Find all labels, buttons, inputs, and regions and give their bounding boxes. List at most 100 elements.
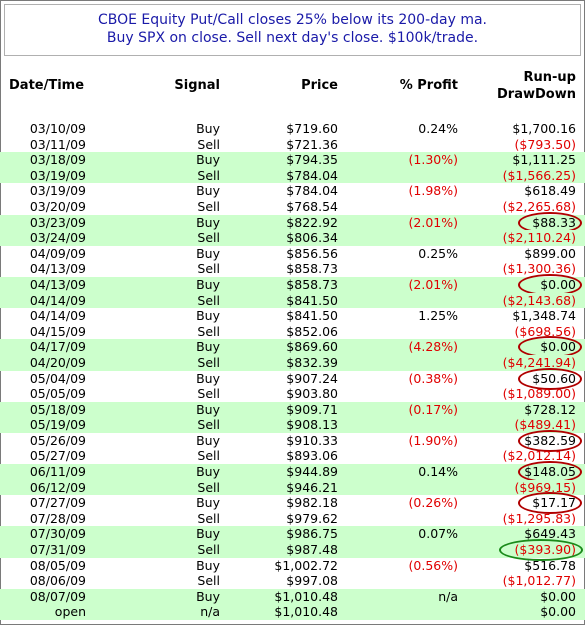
cell-date: 03/19/09: [29, 167, 86, 183]
cell-signal: Sell: [197, 573, 220, 589]
cell-signal: Buy: [196, 276, 220, 292]
cell-price: $903.80: [286, 386, 338, 402]
table-row: 04/17/09 Buy $869.60 (4.28%) $0.00: [0, 336, 585, 359]
cell-date: 03/11/09: [29, 136, 86, 152]
cell-runup-drawdown: ($489.41): [514, 417, 576, 433]
cell-price: $979.62: [286, 510, 338, 526]
table-row: 07/27/09 Buy $982.18 (0.26%) $17.17: [0, 492, 585, 515]
table-row: 05/05/09 Sell $903.80 ($1,089.00): [0, 386, 585, 402]
cell-profit: 0.24%: [418, 121, 458, 136]
cell-signal: Buy: [196, 526, 220, 542]
table-header: Date/Time Signal Price % Profit Run-up D…: [0, 70, 585, 120]
cell-price: $852.06: [286, 323, 338, 339]
cell-signal: Sell: [197, 136, 220, 152]
table-row: 03/20/09 Sell $768.54 ($2,265.68): [0, 199, 585, 215]
cell-runup-drawdown: ($4,241.94): [502, 354, 576, 370]
cell-runup-drawdown: ($1,566.25): [502, 167, 576, 183]
header-runup: Run-up: [523, 70, 576, 85]
table-row: 05/26/09 Buy $910.33 (1.90%) $382.59: [0, 429, 585, 452]
cell-price: $1,010.48: [274, 588, 338, 604]
cell-signal: n/a: [200, 604, 220, 620]
table-row: 04/13/09 Buy $858.73 (2.01%) $0.00: [0, 273, 585, 296]
cell-runup-drawdown: ($969.15): [514, 479, 576, 495]
cell-profit: (1.90%): [408, 432, 458, 448]
cell-price: $987.48: [286, 542, 338, 558]
strategy-title-box: CBOE Equity Put/Call closes 25% below it…: [4, 4, 581, 56]
cell-runup-drawdown: ($1,295.83): [502, 510, 576, 526]
cell-signal: Sell: [197, 479, 220, 495]
cell-date: 05/04/09: [29, 370, 86, 386]
header-price: Price: [301, 78, 338, 93]
cell-date: 03/10/09: [29, 121, 86, 136]
table-row: 05/18/09 Buy $909.71 (0.17%) $728.12: [0, 401, 585, 418]
cell-price: $784.04: [286, 183, 338, 199]
table-row: 03/19/09 Buy $784.04 (1.98%) $618.49: [0, 183, 585, 199]
cell-price: $909.71: [286, 401, 338, 417]
cell-date: 05/26/09: [29, 432, 86, 448]
cell-date: 04/13/09: [29, 276, 86, 292]
cell-signal: Sell: [197, 167, 220, 183]
cell-profit: (1.98%): [408, 183, 458, 199]
cell-price: $858.73: [286, 276, 338, 292]
cell-signal: Sell: [197, 261, 220, 277]
cell-price: $822.92: [286, 214, 338, 230]
cell-signal: Sell: [197, 292, 220, 308]
cell-price: $1,002.72: [274, 557, 338, 573]
cell-profit: (2.01%): [408, 214, 458, 230]
cell-date: 04/09/09: [29, 245, 86, 261]
table-row: 03/10/09 Buy $719.60 0.24% $1,700.16: [0, 121, 585, 137]
cell-signal: Buy: [196, 121, 220, 136]
table-row: 03/23/09 Buy $822.92 (2.01%) $88.33: [0, 211, 585, 234]
cell-date: 08/06/09: [29, 573, 86, 589]
cell-signal: Buy: [196, 432, 220, 448]
cell-signal: Sell: [197, 230, 220, 246]
cell-profit: (4.28%): [408, 339, 458, 355]
cell-runup-drawdown: ($2,012.14): [502, 448, 576, 464]
cell-runup-drawdown: ($1,012.77): [502, 573, 576, 589]
cell-price: $794.35: [286, 152, 338, 168]
table-row: 04/13/09 Sell $858.73 ($1,300.36): [0, 261, 585, 277]
cell-date: open: [54, 604, 86, 620]
cell-price: $944.89: [286, 464, 338, 480]
cell-profit: 0.14%: [418, 464, 458, 480]
table-row: 07/31/09 Sell $987.48 ($393.90): [0, 539, 585, 562]
cell-runup-drawdown: ($393.90): [514, 542, 576, 558]
cell-signal: Sell: [197, 354, 220, 370]
cell-date: 07/31/09: [29, 542, 86, 558]
cell-signal: Buy: [196, 588, 220, 604]
cell-runup-drawdown: $50.60: [532, 370, 576, 386]
cell-date: 06/12/09: [29, 479, 86, 495]
cell-runup-drawdown: $1,111.25: [512, 152, 576, 168]
cell-runup-drawdown: ($1,300.36): [502, 261, 576, 277]
cell-price: $946.21: [286, 479, 338, 495]
table-row: 08/05/09 Buy $1,002.72 (0.56%) $516.78: [0, 558, 585, 574]
cell-price: $856.56: [286, 245, 338, 261]
cell-price: $986.75: [286, 526, 338, 542]
cell-profit: n/a: [438, 588, 458, 604]
table-row: 03/11/09 Sell $721.36 ($793.50): [0, 137, 585, 153]
cell-date: 05/27/09: [29, 448, 86, 464]
cell-runup-drawdown: ($2,265.68): [502, 198, 576, 214]
cell-price: $997.08: [286, 573, 338, 589]
cell-runup-drawdown: $1,700.16: [512, 121, 576, 136]
cell-runup-drawdown: $649.43: [524, 526, 576, 542]
cell-profit: (1.30%): [408, 152, 458, 168]
cell-signal: Buy: [196, 183, 220, 199]
cell-price: $721.36: [286, 136, 338, 152]
cell-signal: Buy: [196, 308, 220, 324]
table-row: 07/30/09 Buy $986.75 0.07% $649.43: [0, 526, 585, 543]
cell-date: 04/17/09: [29, 339, 86, 355]
cell-price: $982.18: [286, 495, 338, 511]
cell-profit: 1.25%: [418, 308, 458, 324]
table-row: 04/14/09 Buy $841.50 1.25% $1,348.74: [0, 308, 585, 324]
cell-date: 08/07/09: [29, 588, 86, 604]
table-row: 08/07/09 Buy $1,010.48 n/a $0.00: [0, 588, 585, 605]
cell-signal: Buy: [196, 245, 220, 261]
cell-price: $768.54: [286, 198, 338, 214]
cell-price: $907.24: [286, 370, 338, 386]
title-line-1: CBOE Equity Put/Call closes 25% below it…: [97, 12, 488, 28]
cell-signal: Buy: [196, 495, 220, 511]
cell-date: 05/19/09: [29, 417, 86, 433]
cell-runup-drawdown: $728.12: [524, 401, 576, 417]
